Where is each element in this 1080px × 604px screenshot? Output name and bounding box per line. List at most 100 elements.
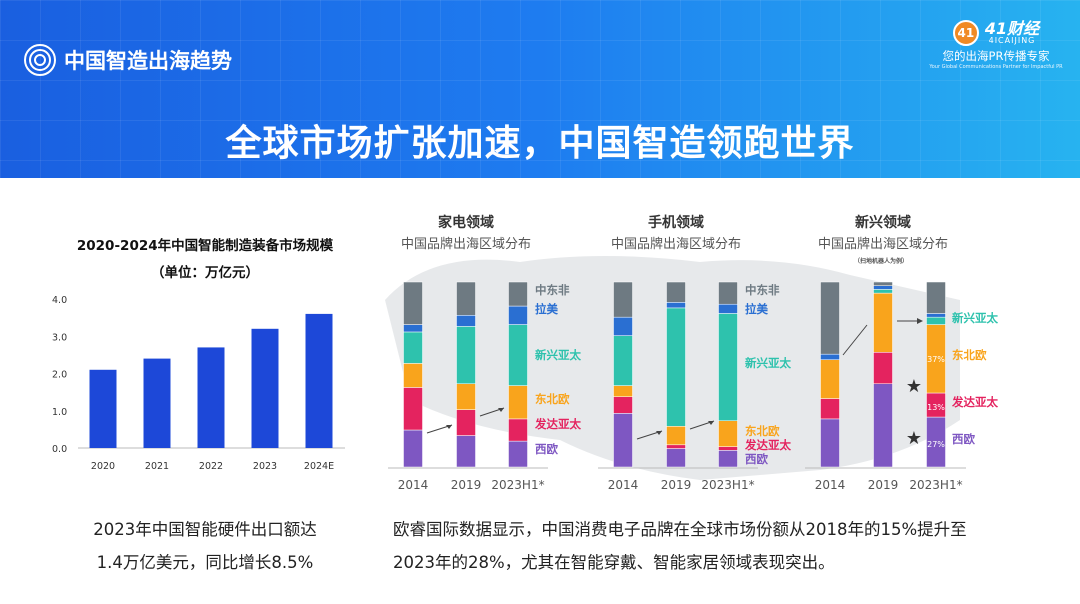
y-tick-label: 1.0	[52, 407, 67, 418]
right-caption: 欧睿国际数据显示，中国消费电子品牌在全球市场份额从2018年的15%提升至 20…	[393, 513, 1073, 579]
logo-name: 41财经	[984, 19, 1040, 38]
stacked-segment	[508, 385, 528, 420]
stacked-segment	[403, 387, 423, 431]
legend-label: 拉美	[535, 302, 558, 316]
trend-arrow	[842, 324, 868, 356]
stacked-segment	[613, 281, 633, 318]
company-logo: 41 41财经 4ICAIJING 您的出海PR传播专家 Your Global …	[926, 20, 1066, 70]
brand: 中国智造出海趋势	[24, 44, 232, 76]
stacked-segment	[403, 281, 423, 325]
left-caption: 2023年中国智能硬件出口额达 1.4万亿美元，同比增长8.5%	[40, 513, 370, 579]
x-tick-label: 2023	[253, 461, 277, 472]
star-icon: ★	[906, 376, 922, 397]
stacked-segment	[456, 281, 476, 316]
stacked-segment	[403, 324, 423, 333]
y-tick-label: 4.0	[52, 295, 67, 306]
bar	[89, 369, 117, 448]
stacked-segment	[508, 281, 528, 307]
stacked-segment	[926, 313, 946, 318]
legend-label: 发达亚太	[534, 417, 581, 431]
brand-text: 中国智造出海趋势	[64, 49, 232, 73]
panel-subtitle: 中国品牌出海区域分布	[611, 236, 741, 252]
stacked-segment	[718, 303, 738, 314]
x-tick-label: 2023H1*	[909, 478, 962, 492]
x-tick-label: 2014	[398, 478, 429, 492]
x-tick-label: 2021	[145, 461, 169, 472]
stacked-segment	[508, 440, 528, 468]
legend-label: 新兴亚太	[745, 356, 791, 370]
data-label: 27%	[927, 440, 945, 449]
panel-subtitle: 中国品牌出海区域分布	[401, 236, 531, 252]
legend-label: 西欧	[535, 442, 558, 456]
stacked-segment	[820, 418, 840, 468]
stacked-segment	[820, 359, 840, 399]
stacked-segment	[718, 313, 738, 422]
x-tick-label: 2019	[451, 478, 482, 492]
stacked-segment	[613, 385, 633, 397]
legend-label: 中东非	[745, 283, 780, 297]
legend-label: 新兴亚太	[535, 348, 581, 362]
stacked-segment	[613, 413, 633, 468]
stacked-segment	[873, 383, 893, 468]
x-tick-label: 2023H1*	[701, 478, 754, 492]
rings-icon	[24, 44, 56, 76]
panel-title: 新兴领域	[855, 214, 911, 231]
y-tick-label: 3.0	[52, 332, 67, 343]
grid-pattern	[0, 0, 1080, 178]
legend-label: 东北欧	[952, 348, 987, 362]
x-tick-label: 2014	[815, 478, 846, 492]
x-tick-label: 2022	[199, 461, 223, 472]
stacked-segment	[666, 444, 686, 449]
right-caption-line: 欧睿国际数据显示，中国消费电子品牌在全球市场份额从2018年的15%提升至	[393, 520, 967, 539]
legend-label: 西欧	[745, 452, 768, 466]
bar	[251, 328, 279, 448]
legend-label: 新兴亚太	[952, 311, 998, 325]
stacked-segment	[820, 353, 840, 360]
logo-slogan: 您的出海PR传播专家	[942, 49, 1050, 63]
stacked-segment	[926, 316, 946, 325]
logo-badge: 41	[952, 20, 979, 46]
stacked-segment	[456, 326, 476, 384]
stacked-segment	[666, 426, 686, 446]
stacked-segment	[820, 398, 840, 420]
x-tick-label: 2024E	[304, 461, 334, 472]
stacked-segment	[456, 409, 476, 436]
bar	[197, 347, 225, 448]
arrow-head-icon	[446, 425, 452, 429]
chart-title: 2020-2024年中国智能制造装备市场规模	[77, 237, 334, 254]
stacked-segment	[456, 383, 476, 410]
stacked-segment	[403, 331, 423, 364]
panel-subtitle: 中国品牌出海区域分布	[818, 236, 948, 252]
slide-header: 中国智造出海趋势 41 41财经 4ICAIJING 您的出海PR传播专家 You…	[0, 0, 1080, 178]
legend-label: 发达亚太	[744, 438, 791, 452]
panel-title: 家电领域	[438, 214, 494, 231]
stacked-segment	[718, 446, 738, 451]
stacked-segment	[926, 281, 946, 314]
x-tick-label: 2019	[661, 478, 692, 492]
stacked-segment	[403, 429, 423, 468]
arrow-head-icon	[498, 408, 504, 412]
chart-subtitle: （单位：万亿元）	[151, 264, 259, 281]
stacked-segment	[873, 292, 893, 353]
stacked-segment	[873, 352, 893, 384]
left-caption-line: 2023年中国智能硬件出口额达	[93, 520, 317, 539]
stacked-segment	[613, 316, 633, 336]
stacked-segment	[820, 281, 840, 355]
x-tick-label: 2014	[608, 478, 639, 492]
stacked-segment	[508, 305, 528, 325]
star-icon: ★	[906, 428, 922, 449]
right-caption-line: 2023年的28%，尤其在智能穿戴、智能家居领域表现突出。	[393, 553, 835, 572]
bar	[305, 313, 333, 448]
panel-note: （扫地机器人为例）	[854, 257, 908, 265]
x-tick-label: 2019	[868, 478, 899, 492]
panel-title: 手机领域	[648, 214, 704, 231]
stacked-segment	[403, 363, 423, 388]
logo-tagline: Your Global Communications Partner for I…	[929, 64, 1063, 70]
x-tick-label: 2023H1*	[491, 478, 544, 492]
data-label: 13%	[927, 403, 945, 412]
stacked-segment	[456, 435, 476, 468]
arrow-head-icon	[708, 421, 714, 425]
y-tick-label: 0.0	[52, 444, 67, 455]
legend-label: 东北欧	[535, 392, 570, 406]
